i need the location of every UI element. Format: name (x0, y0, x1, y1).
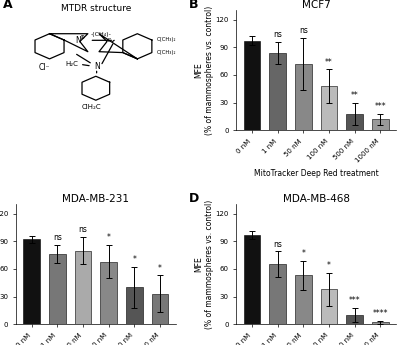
Bar (152, 294, 168, 324)
Text: ns: ns (273, 240, 282, 249)
Text: B: B (188, 0, 198, 11)
Text: N: N (75, 37, 81, 46)
Bar (295, 275, 312, 324)
Text: MTDR structure: MTDR structure (61, 4, 131, 13)
Text: ns: ns (273, 30, 282, 39)
Bar (100, 262, 117, 324)
Text: ClH₂C: ClH₂C (81, 104, 101, 110)
Bar (23, 239, 40, 324)
Bar (126, 287, 143, 324)
Text: *: * (301, 249, 305, 258)
Title: MDA-MB-468: MDA-MB-468 (283, 194, 350, 204)
Y-axis label: MFE
(% of mammospheres vs. control): MFE (% of mammospheres vs. control) (194, 200, 214, 329)
Bar (269, 264, 286, 324)
Text: ⊕: ⊕ (79, 35, 84, 40)
Bar (346, 114, 363, 130)
Bar (321, 289, 337, 324)
Text: ***: *** (374, 102, 386, 111)
Text: C(CH₃)₂: C(CH₃)₂ (156, 50, 176, 55)
Text: *: * (107, 233, 111, 242)
Text: *: * (327, 261, 331, 270)
Bar (75, 250, 91, 324)
Text: ns: ns (53, 233, 62, 242)
Text: ****: **** (373, 309, 388, 318)
Text: Cl⁻: Cl⁻ (39, 63, 50, 72)
Text: D: D (188, 193, 199, 206)
Text: ns: ns (299, 26, 308, 35)
Text: A: A (3, 0, 13, 11)
Y-axis label: MFE
(% of mammospheres vs. control): MFE (% of mammospheres vs. control) (194, 6, 214, 135)
Bar (295, 64, 312, 130)
Bar (244, 235, 260, 324)
Text: ***: *** (349, 296, 360, 305)
Bar (346, 315, 363, 324)
Text: **: ** (325, 58, 333, 67)
Text: *: * (158, 264, 162, 273)
Bar (372, 119, 389, 130)
Text: **: ** (351, 91, 358, 100)
Bar (321, 86, 337, 130)
Text: *: * (132, 255, 136, 264)
Text: H₂C: H₂C (66, 61, 78, 67)
Bar (244, 41, 260, 130)
Text: -(CH₄)-: -(CH₄)- (91, 32, 112, 37)
Text: C(CH₃)₂: C(CH₃)₂ (156, 37, 176, 42)
X-axis label: MitoTracker Deep Red treatment: MitoTracker Deep Red treatment (254, 169, 378, 178)
Text: ns: ns (78, 225, 88, 234)
Bar (49, 254, 66, 324)
Text: N: N (94, 61, 100, 71)
Text: C: C (106, 38, 111, 43)
Bar (269, 53, 286, 130)
Title: MDA-MB-231: MDA-MB-231 (62, 194, 129, 204)
Bar (372, 323, 389, 324)
Title: MCF7: MCF7 (302, 0, 330, 10)
